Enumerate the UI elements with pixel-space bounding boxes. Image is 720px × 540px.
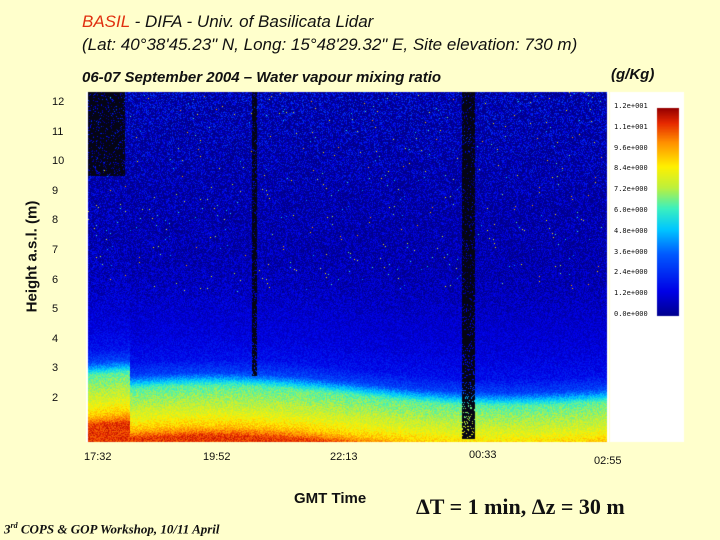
colorbar-tick-label: 4.8e+000 bbox=[614, 226, 648, 235]
y-tick-label: 11 bbox=[52, 125, 64, 138]
chart-title: BASIL - DIFA - Univ. of Basilicata Lidar bbox=[82, 12, 373, 32]
y-tick-label: 5 bbox=[52, 303, 59, 316]
title-basil: BASIL bbox=[82, 12, 130, 31]
y-tick-label: 2 bbox=[52, 392, 59, 404]
title-rest: - DIFA - Univ. of Basilicata Lidar bbox=[129, 12, 374, 31]
chart-subtitle: 06-07 September 2004 – Water vapour mixi… bbox=[82, 69, 442, 86]
y-axis-label: Height a.s.l. (m) bbox=[23, 200, 41, 313]
colorbar-tick-label: 1.1e+001 bbox=[614, 122, 648, 131]
x-axis-label: GMT Time bbox=[294, 490, 367, 507]
x-tick-label: 22:13 bbox=[330, 451, 358, 463]
y-tick-label: 4 bbox=[52, 332, 59, 345]
colorbar-tick-label: 0.0e+000 bbox=[614, 310, 648, 318]
workshop-footer: 3rd COPS & GOP Workshop, 10/11 April bbox=[4, 521, 220, 537]
colorbar-tick-label: 6.0e+000 bbox=[614, 206, 648, 214]
chart-coordinates: (Lat: 40°38'45.23" N, Long: 15°48'29.32"… bbox=[82, 35, 578, 54]
colorbar-tick-label: 7.2e+000 bbox=[614, 185, 648, 194]
y-tick-label: 3 bbox=[52, 362, 59, 375]
y-tick-label: 6 bbox=[52, 273, 59, 286]
colorbar-tick-label: 1.2e+001 bbox=[614, 102, 648, 110]
colorbar-tick-label: 1.2e+000 bbox=[614, 289, 648, 298]
y-tick-label: 10 bbox=[52, 155, 65, 168]
resolution-label: ΔT = 1 min, Δz = 30 m bbox=[416, 494, 625, 519]
colorbar-tick-label: 9.6e+000 bbox=[614, 143, 648, 152]
colorbar-tick-label: 2.4e+000 bbox=[614, 268, 648, 277]
y-tick-label: 8 bbox=[52, 214, 59, 227]
x-tick-label: 02:55 bbox=[594, 455, 622, 467]
x-tick-label: 19:52 bbox=[203, 451, 231, 463]
colorbar-tick-label: 8.4e+000 bbox=[614, 164, 648, 173]
x-tick-label: 00:33 bbox=[469, 449, 497, 461]
colorbar-unit: (g/Kg) bbox=[611, 66, 655, 83]
colorbar-tick-label: 3.6e+000 bbox=[614, 247, 648, 256]
x-tick-label: 17:32 bbox=[84, 451, 112, 463]
y-tick-label: 12 bbox=[52, 96, 65, 108]
y-tick-label: 7 bbox=[52, 244, 59, 256]
y-tick-label: 9 bbox=[52, 184, 59, 197]
